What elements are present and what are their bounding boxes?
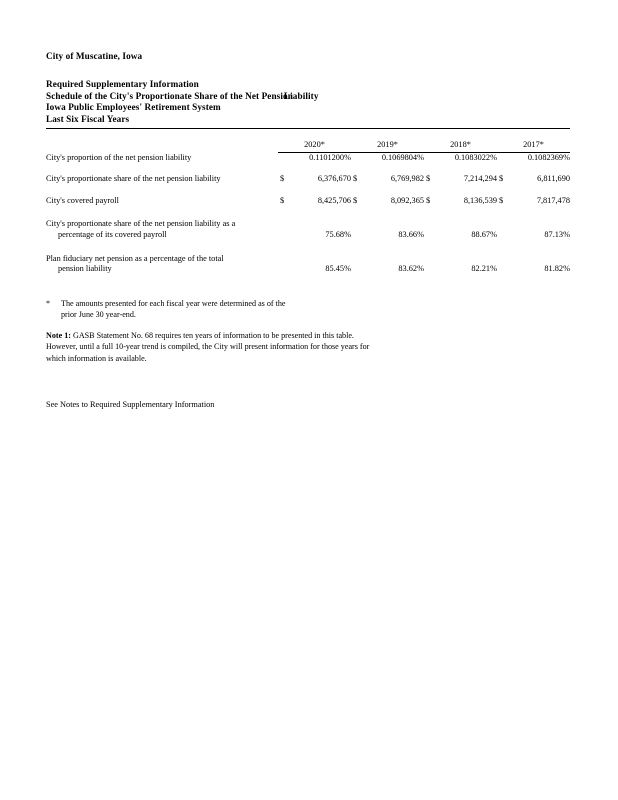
row-label-proportion: City's proportion of the net pension lia… xyxy=(46,152,192,162)
dollar-sign-icon: $ xyxy=(353,174,358,184)
cell-fiduciary-pct-2020: 85.45% xyxy=(325,264,351,274)
row-spacer xyxy=(46,241,570,254)
row-label-fiduciary-pct-line2: pension liability xyxy=(58,264,112,274)
table-header-row: 2020* 2019* 2018* 2017* xyxy=(46,140,570,153)
row-label-share-pct-payroll: City's proportionate share of the net pe… xyxy=(46,219,278,240)
cell-share-2020-value: 6,376,670 xyxy=(317,174,351,184)
schedule-title-part1: Schedule of the City's Proportionate Sha… xyxy=(46,90,293,101)
cell-payroll-2019: $8,092,365 xyxy=(351,196,424,207)
pension-schedule-table: 2020* 2019* 2018* 2017* City's proportio… xyxy=(46,140,570,275)
header-row-blank-label xyxy=(46,140,278,153)
schedule-title-part2: Liability xyxy=(283,90,319,101)
asterisk-icon: * xyxy=(46,299,51,308)
row-spacer xyxy=(46,206,570,219)
cell-share-pct-2020: 75.68% xyxy=(325,229,351,239)
cell-proportion-2020: 0.1101200% xyxy=(309,152,351,162)
cell-share-pct-2017: 87.13% xyxy=(544,229,570,239)
dollar-sign-icon: $ xyxy=(499,195,504,205)
cell-proportion-2019: 0.1069804% xyxy=(381,152,424,162)
row-label-share-pct-payroll-line2: percentage of its covered payroll xyxy=(58,229,167,239)
report-title-line-1: Required Supplementary Information xyxy=(46,79,199,89)
dollar-sign-icon: $ xyxy=(353,195,358,205)
cell-share-2017-value: 6,811,690 xyxy=(537,174,570,184)
cell-share-2018: $7,214,294 xyxy=(424,174,497,185)
row-label-share-pct-payroll-line1: City's proportionate share of the net pe… xyxy=(46,219,236,229)
cell-payroll-2018: $8,136,539 xyxy=(424,196,497,207)
cell-share-pct-2018: 88.67% xyxy=(471,229,497,239)
report-title-group: Required Supplementary Information Sched… xyxy=(46,79,570,125)
dollar-sign-icon: $ xyxy=(499,174,504,184)
footnote-note1-text: GASB Statement No. 68 requires ten years… xyxy=(46,331,370,363)
dollar-sign-icon: $ xyxy=(280,195,285,205)
cell-proportion-2018: 0.1083022% xyxy=(454,152,497,162)
row-label-fiduciary-pct-line1: Plan fiduciary net pension as a percenta… xyxy=(46,253,224,263)
column-header-2020-label: 2020* xyxy=(278,140,351,153)
cell-share-pct-2019: 83.66% xyxy=(398,229,424,239)
cell-share-2019: $6,769,982 xyxy=(351,174,424,185)
cell-share-2020: $6,376,670 xyxy=(278,174,351,185)
see-notes-reference: See Notes to Required Supplementary Info… xyxy=(46,400,215,409)
cell-fiduciary-pct-2017: 81.82% xyxy=(544,264,570,274)
entity-name: City of Muscatine, Iowa xyxy=(46,51,143,61)
table-row: Plan fiduciary net pension as a percenta… xyxy=(46,254,570,275)
cell-payroll-2020: $8,425,706 xyxy=(278,196,351,207)
document-header: City of Muscatine, Iowa Required Supplem… xyxy=(46,50,570,125)
row-label-fiduciary-pct: Plan fiduciary net pension as a percenta… xyxy=(46,254,278,275)
cell-payroll-2017: $7,817,478 xyxy=(497,196,570,207)
column-header-2017-label: 2017* xyxy=(497,140,570,153)
footnote-asterisk: * The amounts presented for each fiscal y… xyxy=(46,298,446,320)
column-header-2019-label: 2019* xyxy=(351,140,424,153)
cell-payroll-2020-value: 8,425,706 xyxy=(317,195,351,205)
footnote-note1-label: Note 1: xyxy=(46,331,71,340)
cell-fiduciary-pct-2018: 82.21% xyxy=(471,264,497,274)
table-row: City's proportionate share of the net pe… xyxy=(46,174,570,185)
cell-share-2018-value: 7,214,294 xyxy=(463,174,497,184)
cell-payroll-2019-value: 8,092,365 xyxy=(390,195,424,205)
column-header-2020: 2020* xyxy=(278,140,351,153)
cell-payroll-2018-value: 8,136,539 xyxy=(463,195,497,205)
report-title-line-4: Last Six Fiscal Years xyxy=(46,113,130,124)
cell-share-2019-value: 6,769,982 xyxy=(390,174,424,184)
cell-proportion-2017: 0.1082369% xyxy=(527,152,570,162)
column-header-2019: 2019* xyxy=(351,140,424,153)
row-spacer xyxy=(46,163,570,174)
cell-payroll-2017-value: 7,817,478 xyxy=(536,195,570,205)
row-spacer xyxy=(46,185,570,196)
cell-share-2017: $6,811,690 xyxy=(497,174,570,185)
header-divider-rule xyxy=(46,128,570,129)
dollar-sign-icon: $ xyxy=(280,174,285,184)
dollar-sign-icon: $ xyxy=(426,195,431,205)
table-row: City's proportion of the net pension lia… xyxy=(46,153,570,164)
row-label-covered-payroll: City's covered payroll xyxy=(46,195,119,205)
column-header-2018: 2018* xyxy=(424,140,497,153)
row-label-proportionate-share: City's proportionate share of the net pe… xyxy=(46,174,221,184)
table-row: City's covered payroll $8,425,706 $8,092… xyxy=(46,196,570,207)
report-title-line-3: Iowa Public Employees' Retirement System xyxy=(46,102,221,113)
cell-fiduciary-pct-2019: 83.62% xyxy=(398,264,424,274)
column-header-2018-label: 2018* xyxy=(424,140,497,153)
table-row: City's proportionate share of the net pe… xyxy=(46,219,570,240)
footnote-note1: Note 1: GASB Statement No. 68 requires t… xyxy=(46,330,378,364)
footnote-asterisk-line2: prior June 30 year-end. xyxy=(61,310,136,319)
footnote-asterisk-line1: The amounts presented for each fiscal ye… xyxy=(61,299,286,308)
report-title-line-2: Schedule of the City's Proportionate Sha… xyxy=(46,91,570,103)
dollar-sign-icon: $ xyxy=(426,174,431,184)
column-header-2017: 2017* xyxy=(497,140,570,153)
